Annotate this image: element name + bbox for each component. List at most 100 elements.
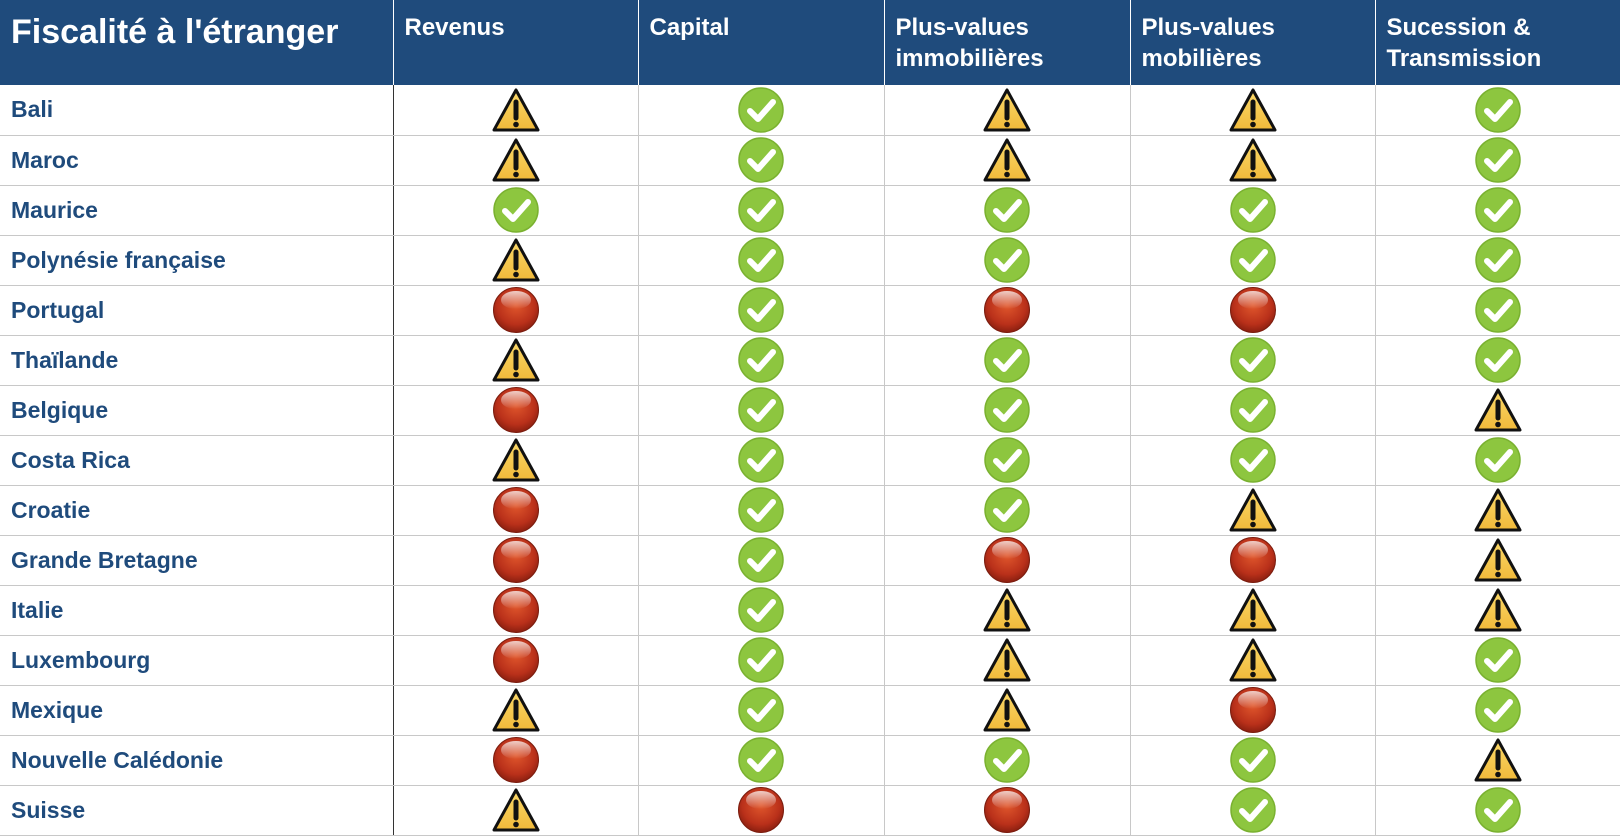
status-cell: [883, 435, 1130, 486]
status-icon: [738, 137, 784, 183]
country-name: Bali: [0, 85, 394, 136]
status-icon: [984, 487, 1030, 533]
table-title: Fiscalité à l'étranger: [0, 0, 393, 85]
status-icon: [1229, 187, 1276, 233]
status-cell: [883, 385, 1130, 436]
table-row: Polynésie française: [0, 235, 1620, 286]
status-cell: [883, 235, 1130, 286]
status-icon: [1229, 787, 1276, 833]
status-cell: [392, 285, 638, 336]
status-cell: [1129, 85, 1375, 136]
status-cell: [1129, 585, 1375, 636]
status-icon: [1475, 287, 1521, 333]
table-row: Nouvelle Calédonie: [0, 735, 1620, 786]
status-icon: [984, 737, 1030, 783]
status-cell: [1129, 735, 1375, 786]
status-cell: [1374, 635, 1620, 686]
status-cell: [392, 685, 638, 736]
status-cell: [392, 535, 638, 586]
status-icon: [1475, 87, 1521, 133]
status-icon: [1229, 737, 1276, 783]
status-cell: [637, 685, 884, 736]
status-icon: [1475, 337, 1521, 383]
status-cell: [392, 435, 638, 486]
country-name: Mexique: [0, 685, 394, 736]
status-cell: [392, 485, 638, 536]
status-icon: [1475, 637, 1521, 683]
table-row: Luxembourg: [0, 635, 1620, 686]
status-cell: [392, 235, 638, 286]
status-icon: [984, 287, 1030, 333]
status-icon: [1229, 488, 1276, 532]
status-icon: [1475, 187, 1521, 233]
status-cell: [637, 385, 884, 436]
status-cell: [392, 185, 638, 236]
status-icon: [1474, 738, 1522, 782]
status-icon: [738, 787, 784, 833]
status-cell: [883, 635, 1130, 686]
table-row: Bali: [0, 85, 1620, 136]
status-cell: [637, 435, 884, 486]
status-cell: [392, 735, 638, 786]
status-icon: [492, 438, 539, 482]
country-name: Nouvelle Calédonie: [0, 735, 394, 786]
status-icon: [983, 138, 1031, 182]
status-cell: [637, 635, 884, 686]
status-icon: [492, 637, 539, 683]
status-cell: [392, 385, 638, 436]
status-cell: [1374, 385, 1620, 436]
status-cell: [1374, 335, 1620, 386]
table-row: Maroc: [0, 135, 1620, 186]
status-icon: [492, 587, 539, 633]
status-cell: [883, 285, 1130, 336]
status-cell: [883, 685, 1130, 736]
status-cell: [883, 185, 1130, 236]
status-cell: [1129, 235, 1375, 286]
country-name: Croatie: [0, 485, 394, 536]
country-name: Belgique: [0, 385, 394, 436]
status-icon: [738, 237, 784, 283]
status-icon: [1229, 588, 1276, 632]
column-header: Plus-values mobilières: [1129, 0, 1375, 85]
status-icon: [1229, 387, 1276, 433]
country-name: Luxembourg: [0, 635, 394, 686]
status-icon: [983, 588, 1031, 632]
status-cell: [1374, 485, 1620, 536]
status-cell: [392, 635, 638, 686]
table-row: Belgique: [0, 385, 1620, 436]
country-name: Thaïlande: [0, 335, 394, 386]
status-icon: [738, 587, 784, 633]
status-icon: [984, 237, 1030, 283]
status-icon: [492, 387, 539, 433]
status-cell: [1129, 485, 1375, 536]
status-icon: [738, 537, 784, 583]
status-icon: [1475, 437, 1521, 483]
status-cell: [392, 335, 638, 386]
status-cell: [883, 135, 1130, 186]
status-icon: [983, 688, 1031, 732]
status-cell: [392, 585, 638, 636]
status-icon: [738, 337, 784, 383]
status-cell: [883, 85, 1130, 136]
status-icon: [492, 287, 539, 333]
column-header: Sucession & Transmission: [1374, 0, 1620, 85]
status-icon: [738, 487, 784, 533]
table-row: Costa Rica: [0, 435, 1620, 486]
status-cell: [1129, 535, 1375, 586]
status-icon: [492, 788, 539, 832]
status-cell: [1129, 135, 1375, 186]
status-cell: [1374, 435, 1620, 486]
status-cell: [637, 485, 884, 536]
status-cell: [1129, 635, 1375, 686]
status-icon: [1229, 437, 1276, 483]
table-body: Bali Maroc Maurice Polynésie française Portu…: [0, 85, 1620, 836]
status-cell: [1129, 385, 1375, 436]
status-cell: [883, 585, 1130, 636]
status-icon: [492, 138, 539, 182]
country-name: Maurice: [0, 185, 394, 236]
status-icon: [983, 638, 1031, 682]
status-icon: [1475, 787, 1521, 833]
status-cell: [883, 535, 1130, 586]
